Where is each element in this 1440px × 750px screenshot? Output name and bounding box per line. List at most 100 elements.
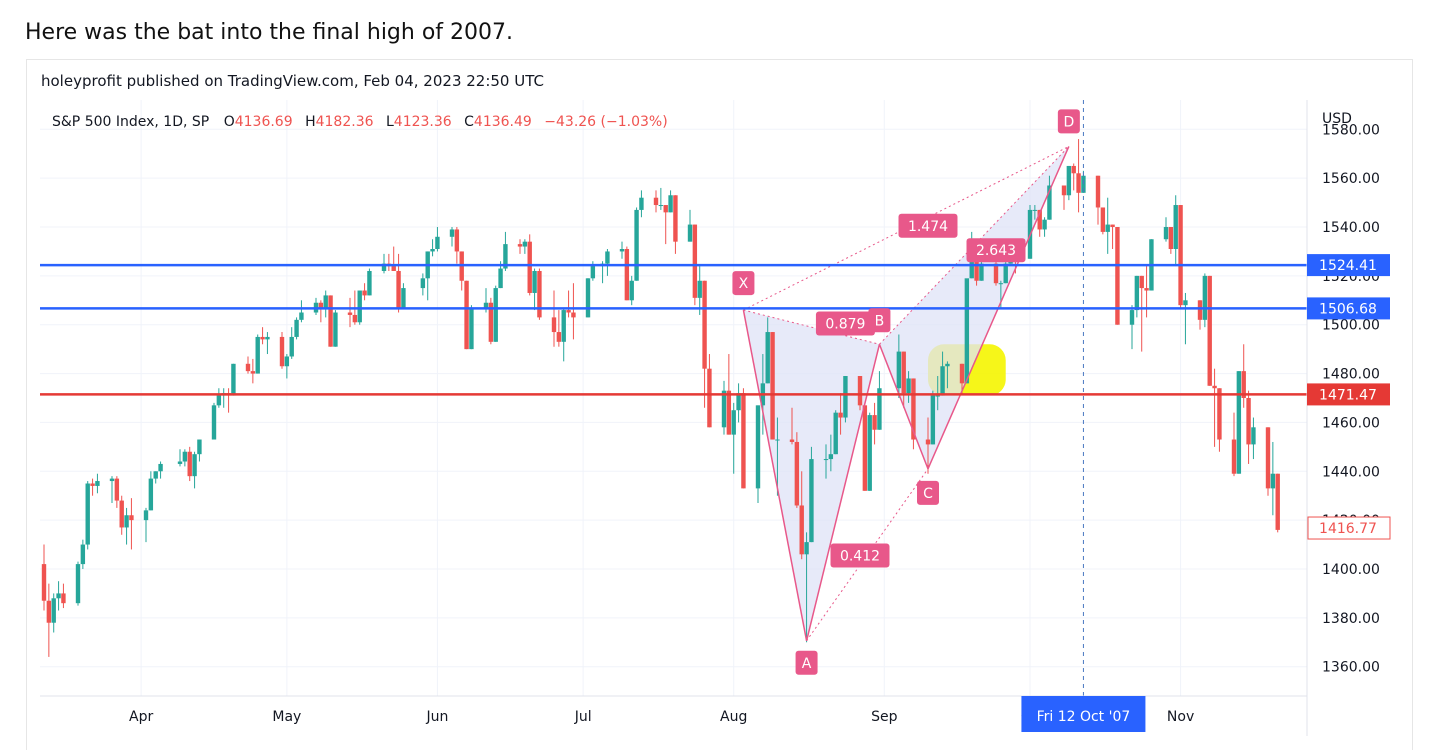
candle — [216, 388, 222, 408]
candle-body — [488, 302, 494, 342]
candle — [838, 393, 843, 435]
candle-body — [979, 263, 984, 281]
ratio-label-box — [830, 543, 890, 568]
candle — [1066, 165, 1072, 201]
candle-body — [789, 439, 795, 442]
y-tick-label: 1360.00 — [1322, 660, 1380, 676]
candle-body — [935, 395, 940, 397]
candle-body — [726, 390, 732, 435]
candle — [833, 410, 838, 455]
candle-body — [721, 390, 727, 428]
candle — [707, 354, 712, 428]
candle — [284, 354, 290, 379]
candle-body — [993, 263, 999, 284]
candle — [396, 253, 401, 313]
candle — [109, 476, 115, 504]
candle — [469, 305, 474, 350]
candle-body — [187, 451, 192, 477]
candle — [537, 268, 542, 320]
candle-body — [95, 481, 100, 486]
candle-body — [1207, 275, 1212, 386]
candle-body — [1265, 427, 1271, 489]
candle-body — [585, 278, 591, 318]
candle-body — [804, 542, 809, 555]
post-caption: Here was the bat into the final high of … — [25, 20, 514, 45]
candle-body — [1061, 185, 1067, 196]
candle — [1134, 275, 1140, 318]
candle-body — [109, 478, 115, 482]
candle-body — [216, 395, 222, 406]
candle — [362, 283, 367, 301]
candle — [1270, 441, 1276, 516]
candle — [1095, 175, 1101, 225]
candle — [80, 539, 86, 569]
candle — [794, 432, 800, 508]
candle — [265, 332, 270, 355]
candle-body — [192, 454, 197, 477]
candle — [1042, 217, 1047, 237]
candle-body — [862, 405, 868, 491]
candle-body — [857, 376, 863, 406]
candle-body — [381, 263, 387, 271]
candle-body — [1178, 205, 1183, 306]
candle-body — [401, 288, 406, 308]
last-price-tag — [1307, 516, 1391, 540]
candle — [1246, 390, 1251, 464]
close-label: C — [464, 114, 474, 130]
candle — [663, 205, 668, 245]
candle — [187, 446, 192, 482]
candle-body — [347, 312, 353, 315]
candle — [843, 376, 848, 423]
price-tag — [1307, 254, 1390, 277]
candle-body — [430, 249, 435, 252]
candle-body — [1081, 175, 1086, 193]
candle-body — [333, 312, 338, 347]
candle — [702, 280, 707, 408]
open-value: 4136.69 — [235, 114, 293, 130]
candle — [741, 388, 746, 489]
candle-body — [90, 483, 95, 486]
candle-body — [731, 410, 736, 435]
candle — [789, 407, 795, 445]
candle — [1115, 227, 1120, 325]
candle-body — [435, 236, 440, 249]
candle — [945, 361, 950, 389]
candle — [1236, 371, 1242, 474]
candle — [605, 249, 610, 276]
ratio-label-box — [898, 213, 958, 238]
candle — [1061, 185, 1067, 210]
candle-body — [823, 459, 829, 461]
candle-body — [663, 205, 668, 213]
candle-body — [362, 290, 367, 296]
ratio-label-box — [966, 238, 1026, 263]
crosshair-date-tag — [1021, 696, 1146, 732]
candle — [381, 253, 387, 274]
plot-area[interactable] — [40, 100, 1307, 696]
candle-body — [318, 302, 324, 308]
candle-body — [809, 459, 814, 543]
candle — [197, 439, 202, 462]
candle-body — [1212, 385, 1217, 389]
candle-body — [493, 288, 498, 342]
candle-body — [1202, 275, 1208, 320]
candle — [1139, 275, 1144, 352]
candle-body — [1032, 209, 1038, 211]
candle — [1251, 417, 1256, 460]
candle-body — [877, 388, 882, 430]
candle-body — [964, 278, 970, 384]
candle — [862, 405, 868, 491]
candle-body — [420, 278, 426, 289]
candle — [668, 190, 673, 213]
candle-body — [571, 312, 576, 318]
last-price-label: 1416.77 — [1319, 521, 1377, 537]
candle — [299, 300, 304, 323]
candle-body — [367, 270, 372, 296]
candle — [629, 275, 634, 306]
candle-body — [245, 363, 251, 372]
point-label-box — [795, 650, 818, 675]
price-axis[interactable]: 1360.001380.001400.001420.001440.001460.… — [1307, 122, 1391, 676]
time-axis[interactable]: AprMayJunJulAugSepOcNovFri 12 Oct '07 — [129, 696, 1194, 732]
candle — [804, 532, 809, 643]
grid — [40, 100, 1307, 696]
